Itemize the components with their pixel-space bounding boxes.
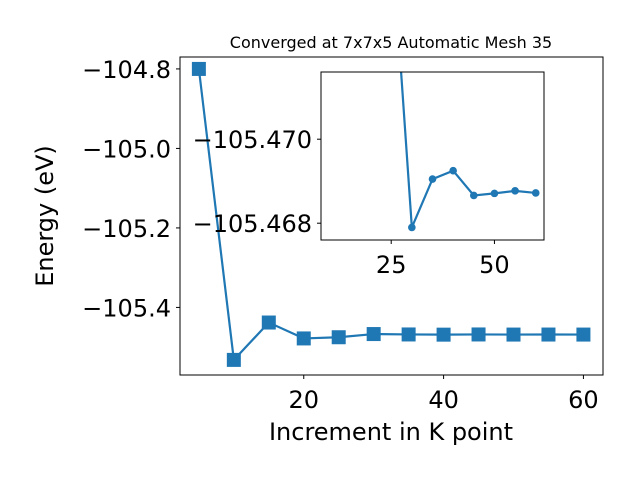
- inset-series-group: [399, 72, 540, 232]
- x-axis-label: Increment in K point: [269, 418, 513, 446]
- main-data-point: [576, 327, 591, 342]
- main-x-tick-label: 60: [568, 386, 599, 414]
- main-x-tick-label: 20: [288, 386, 319, 414]
- main-plot-frame: [179, 56, 604, 376]
- main-data-point: [401, 327, 416, 342]
- inset-data-point: [531, 189, 540, 197]
- main-data-point: [331, 330, 346, 345]
- inset-plot-frame: [320, 71, 545, 241]
- main-data-point: [471, 327, 486, 342]
- main-data-point: [541, 327, 556, 342]
- chart-title: Converged at 7x7x5 Automatic Mesh 35: [230, 33, 552, 52]
- inset-background: [321, 72, 544, 240]
- inset-data-point: [511, 187, 519, 195]
- inset-data-point: [408, 223, 416, 232]
- main-y-tick-label: −105.0: [82, 135, 171, 163]
- main-y-tick-label: −105.4: [82, 294, 171, 322]
- main-data-point: [296, 331, 311, 346]
- main-y-axis: −104.8 −105.0 −105.2 −105.4: [82, 56, 180, 322]
- main-data-point: [366, 327, 381, 342]
- main-data-point: [506, 327, 521, 342]
- y-axis-label: Energy (eV): [31, 145, 59, 287]
- main-data-point: [436, 327, 451, 342]
- inset-data-point: [469, 191, 478, 200]
- inset-x-axis: 25 50: [376, 240, 510, 279]
- main-data-point: [261, 315, 276, 330]
- main-y-tick-label: −104.8: [82, 56, 171, 84]
- inset-x-tick-label: 25: [376, 251, 407, 279]
- inset-y-tick-label: −105.470: [193, 126, 312, 154]
- main-data-point: [191, 61, 206, 76]
- inset-data-point: [449, 166, 457, 175]
- main-series-group: [191, 61, 591, 367]
- inset-y-axis: −105.470 −105.468: [193, 126, 321, 238]
- inset-y-tick-label: −105.468: [193, 210, 312, 238]
- inset-data-point: [490, 189, 499, 198]
- inset-x-tick-label: 50: [479, 251, 510, 279]
- main-x-axis: 20 40 60: [288, 375, 599, 414]
- main-data-point: [226, 352, 241, 367]
- inset-data-point: [428, 175, 437, 183]
- main-x-tick-label: 40: [428, 386, 459, 414]
- main-y-tick-label: −105.2: [82, 215, 171, 243]
